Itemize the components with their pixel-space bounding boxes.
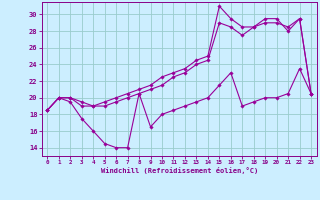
X-axis label: Windchill (Refroidissement éolien,°C): Windchill (Refroidissement éolien,°C) [100,167,258,174]
